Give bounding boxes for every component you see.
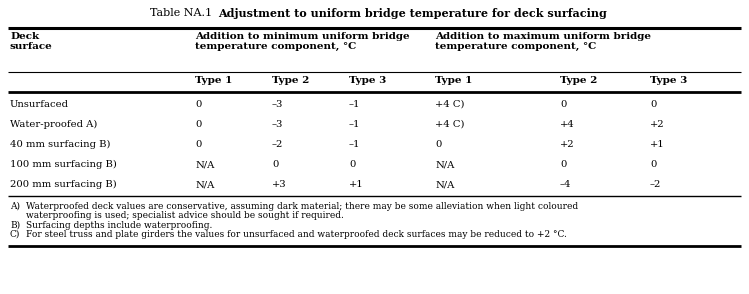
Text: +2: +2 — [560, 140, 574, 149]
Text: 40 mm surfacing B): 40 mm surfacing B) — [10, 140, 111, 149]
Text: Type 1: Type 1 — [195, 76, 232, 85]
Text: –4: –4 — [560, 180, 571, 189]
Text: Addition to minimum uniform bridge
temperature component, °C: Addition to minimum uniform bridge tempe… — [195, 32, 410, 51]
Text: Type 3: Type 3 — [650, 76, 688, 85]
Text: Waterproofed deck values are conservative, assuming dark material; there may be : Waterproofed deck values are conservativ… — [26, 202, 578, 211]
Text: Type 1: Type 1 — [435, 76, 473, 85]
Text: 0: 0 — [560, 100, 566, 109]
Text: +4: +4 — [560, 120, 574, 129]
Text: N/A: N/A — [195, 180, 214, 189]
Text: waterproofing is used; specialist advice should be sought if required.: waterproofing is used; specialist advice… — [26, 211, 344, 220]
Text: Type 2: Type 2 — [560, 76, 598, 85]
Text: Deck
surface: Deck surface — [10, 32, 52, 51]
Text: +3: +3 — [272, 180, 287, 189]
Text: –1: –1 — [349, 120, 360, 129]
Text: –2: –2 — [272, 140, 283, 149]
Text: Adjustment to uniform bridge temperature for deck surfacing: Adjustment to uniform bridge temperature… — [218, 8, 607, 19]
Text: –3: –3 — [272, 100, 283, 109]
Text: C): C) — [10, 230, 20, 239]
Text: –1: –1 — [349, 100, 360, 109]
Text: Water-proofed A): Water-proofed A) — [10, 120, 97, 129]
Text: N/A: N/A — [435, 180, 455, 189]
Text: N/A: N/A — [195, 160, 214, 169]
Text: 200 mm surfacing B): 200 mm surfacing B) — [10, 180, 117, 189]
Text: 0: 0 — [650, 100, 656, 109]
Text: 0: 0 — [195, 100, 201, 109]
Text: 0: 0 — [560, 160, 566, 169]
Text: +4 C): +4 C) — [435, 100, 464, 109]
Text: A): A) — [10, 202, 20, 211]
Text: 0: 0 — [349, 160, 355, 169]
Text: For steel truss and plate girders the values for unsurfaced and waterproofed dec: For steel truss and plate girders the va… — [26, 230, 567, 239]
Text: 0: 0 — [435, 140, 441, 149]
Text: –2: –2 — [650, 180, 661, 189]
Text: 100 mm surfacing B): 100 mm surfacing B) — [10, 160, 117, 169]
Text: –3: –3 — [272, 120, 283, 129]
Text: Type 3: Type 3 — [349, 76, 386, 85]
Text: –1: –1 — [349, 140, 360, 149]
Text: 0: 0 — [272, 160, 279, 169]
Text: Unsurfaced: Unsurfaced — [10, 100, 69, 109]
Text: 0: 0 — [650, 160, 656, 169]
Text: +1: +1 — [650, 140, 665, 149]
Text: B): B) — [10, 221, 20, 230]
Text: +4 C): +4 C) — [435, 120, 464, 129]
Text: 0: 0 — [195, 140, 201, 149]
Text: Addition to maximum uniform bridge
temperature component, °C: Addition to maximum uniform bridge tempe… — [435, 32, 651, 51]
Text: Type 2: Type 2 — [272, 76, 309, 85]
Text: Surfacing depths include waterproofing.: Surfacing depths include waterproofing. — [26, 221, 213, 230]
Text: 0: 0 — [195, 120, 201, 129]
Text: Table NA.1: Table NA.1 — [150, 8, 212, 18]
Text: N/A: N/A — [435, 160, 455, 169]
Text: +1: +1 — [349, 180, 364, 189]
Text: +2: +2 — [650, 120, 664, 129]
